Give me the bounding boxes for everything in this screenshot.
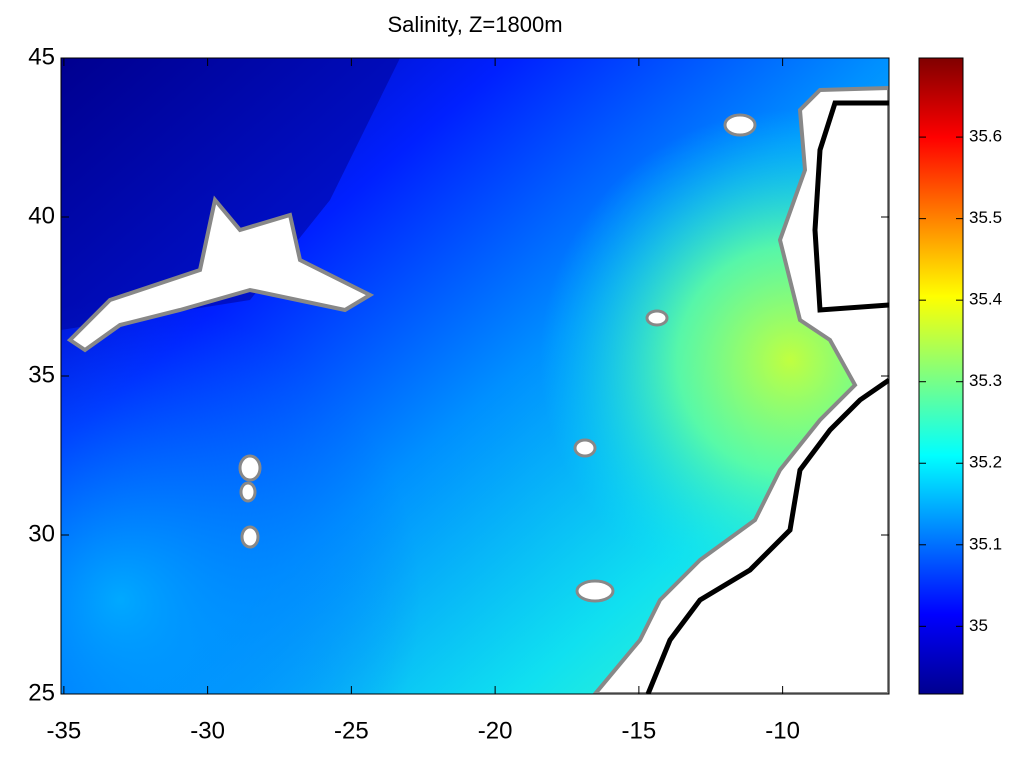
x-tick-label: -20 [478,717,513,744]
x-tick-label: -25 [334,717,369,744]
colorbar-tick-label: 35 [969,616,988,635]
x-tick-label: -35 [47,717,82,744]
chart-title: Salinity, Z=1800m [387,12,562,37]
colorbar-tick-label: 35.5 [969,208,1002,227]
colorbar-tick-label: 35.4 [969,290,1002,309]
colorbar-tick-label: 35.2 [969,453,1002,472]
colorbar [918,57,964,695]
x-tick-label: -30 [190,717,225,744]
colorbar-tick-label: 35.3 [969,371,1002,390]
y-tick-label: 40 [28,202,55,229]
y-tick-label: 25 [28,679,55,706]
colorbar-tick-label: 35.1 [969,534,1002,553]
colorbar-tick-label: 35.6 [969,127,1002,146]
map-field [61,58,889,694]
y-tick-label: 45 [28,43,55,70]
y-tick-label: 35 [28,361,55,388]
x-tick-label: -10 [765,717,800,744]
y-tick-label: 30 [28,520,55,547]
x-tick-label: -15 [622,717,657,744]
